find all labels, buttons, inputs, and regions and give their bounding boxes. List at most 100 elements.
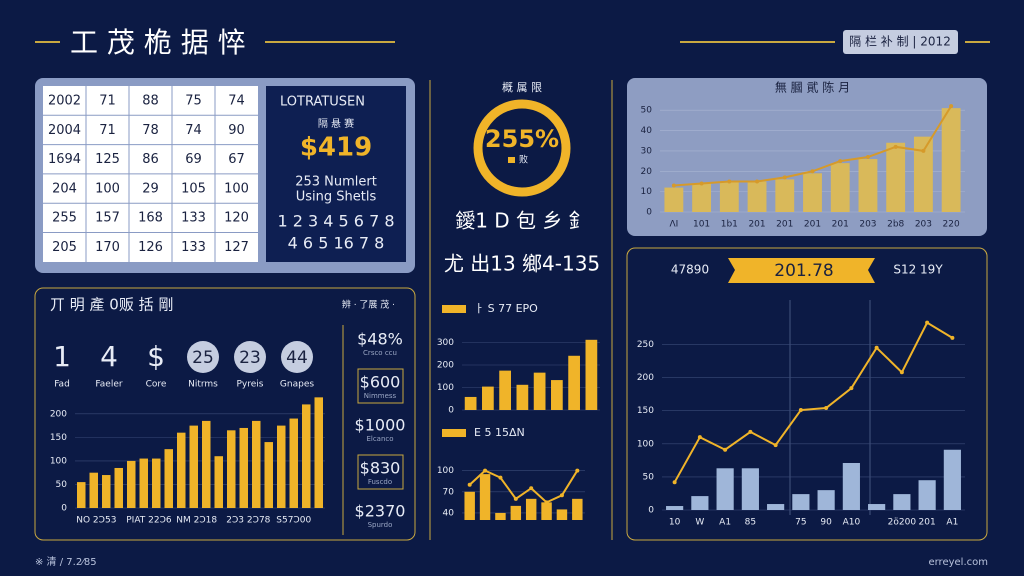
kpi-value: 44 [286, 348, 308, 368]
point [950, 335, 955, 340]
kpi-label: Core [146, 380, 167, 390]
x-tick-label: 203 [859, 220, 876, 230]
table-cell: 168 [138, 211, 163, 226]
summary-label: 隔 悬 赛 [318, 117, 354, 130]
line [673, 321, 953, 483]
kpi-note: 辨 · 了展 茂 · [342, 299, 395, 311]
line [469, 469, 579, 504]
y-tick-label: 50 [641, 106, 653, 116]
footer-left: ※ 清 / 7.2⁄85 [35, 555, 97, 568]
badge-bg [843, 30, 958, 54]
table: 2002 71 88 75 74 2004 71 78 74 90 1694 125 86 69 67 204… [43, 86, 258, 262]
bar [830, 163, 850, 212]
bar [664, 187, 684, 212]
y-tick-label: 0 [61, 504, 67, 514]
point [849, 386, 854, 391]
bar [568, 355, 580, 410]
bar [691, 496, 709, 510]
point [893, 144, 898, 149]
point [921, 148, 926, 153]
bar [716, 468, 734, 510]
x-tick-label: 201 [919, 518, 936, 528]
x-tick-label: A1 [946, 518, 958, 528]
bar [239, 427, 248, 508]
y-tick-label: 200 [50, 409, 67, 419]
x-tick-label: PIAT 22Ɔ6 [126, 516, 172, 526]
table-cell: 205 [52, 240, 77, 255]
badge: 隔 栏 补 制 | 2012 [849, 34, 951, 49]
bar [227, 430, 236, 508]
x-tick-label: 101 [693, 220, 710, 230]
point [773, 443, 778, 448]
bar [127, 460, 136, 508]
point [559, 493, 564, 498]
side-box [357, 368, 404, 404]
bar [719, 181, 739, 212]
gauge-caption: 鑀1 D 包 乡 釒 [455, 209, 589, 233]
table-cell: 88 [142, 94, 159, 109]
kpi-circle [187, 341, 219, 373]
point [699, 181, 704, 186]
gauge-sub: 尤 出13 鄉4-135 [444, 252, 600, 276]
table-cell: 29 [142, 181, 159, 196]
point [949, 104, 954, 109]
gauge-legend-key [508, 157, 515, 163]
y-tick-label: 0 [648, 506, 654, 516]
bar [464, 491, 475, 520]
y-tick-label: 20 [641, 167, 653, 177]
bar [114, 467, 123, 508]
table-cell: 78 [142, 123, 159, 138]
x-tick-label: A10 [843, 518, 861, 528]
summary-value: $419 [300, 133, 372, 163]
y-tick-label: 50 [643, 472, 655, 482]
bar [525, 498, 537, 520]
side-box [357, 454, 404, 490]
right-badge-bg [728, 258, 875, 283]
y-tick-label: 150 [50, 433, 67, 443]
point [575, 468, 580, 473]
y-tick-label: 100 [437, 383, 454, 393]
bar [941, 108, 961, 212]
point [824, 406, 829, 411]
kpi-circle [281, 341, 313, 373]
bar [277, 425, 286, 508]
x-tick-label: 90 [820, 518, 832, 528]
kpi-label: Fad [54, 380, 70, 390]
summary-digits: 1 2 3 4 5 6 7 8 [277, 212, 394, 231]
summary-line: 253 Numlert [295, 175, 377, 190]
x-tick-label: W [695, 518, 704, 528]
bar [77, 482, 86, 508]
summary-line: Using Shetls [296, 190, 377, 205]
bar [943, 449, 961, 510]
table-cell: 170 [95, 240, 120, 255]
bar [666, 506, 684, 510]
bar [803, 173, 822, 212]
legend-label: E 5 15ΔN [474, 426, 525, 439]
y-tick-label: 50 [56, 480, 68, 490]
point [544, 500, 549, 505]
point [671, 183, 676, 188]
table-cell: 74 [228, 94, 245, 109]
x-tick-label: S57Ɔ00 [276, 516, 311, 526]
y-tick-label: 100 [50, 456, 67, 466]
kpi-value: 23 [239, 348, 261, 368]
point [782, 175, 787, 180]
point [810, 169, 815, 174]
point [723, 447, 728, 452]
table-cell: 204 [52, 181, 77, 196]
bar [164, 449, 173, 508]
side-value: $1000 [355, 416, 406, 435]
y-tick-label: 0 [448, 406, 454, 416]
point [874, 345, 879, 350]
table-cell: 2004 [48, 123, 81, 138]
bar [202, 420, 211, 508]
y-tick-label: 100 [437, 466, 454, 476]
bar [214, 456, 223, 508]
bar [189, 425, 198, 508]
table-cell: 74 [185, 123, 202, 138]
bar [252, 420, 261, 508]
x-tick-label: NM 2Ɔ18 [176, 516, 217, 526]
bar [556, 509, 568, 520]
side-label: Elcanco [366, 435, 393, 443]
